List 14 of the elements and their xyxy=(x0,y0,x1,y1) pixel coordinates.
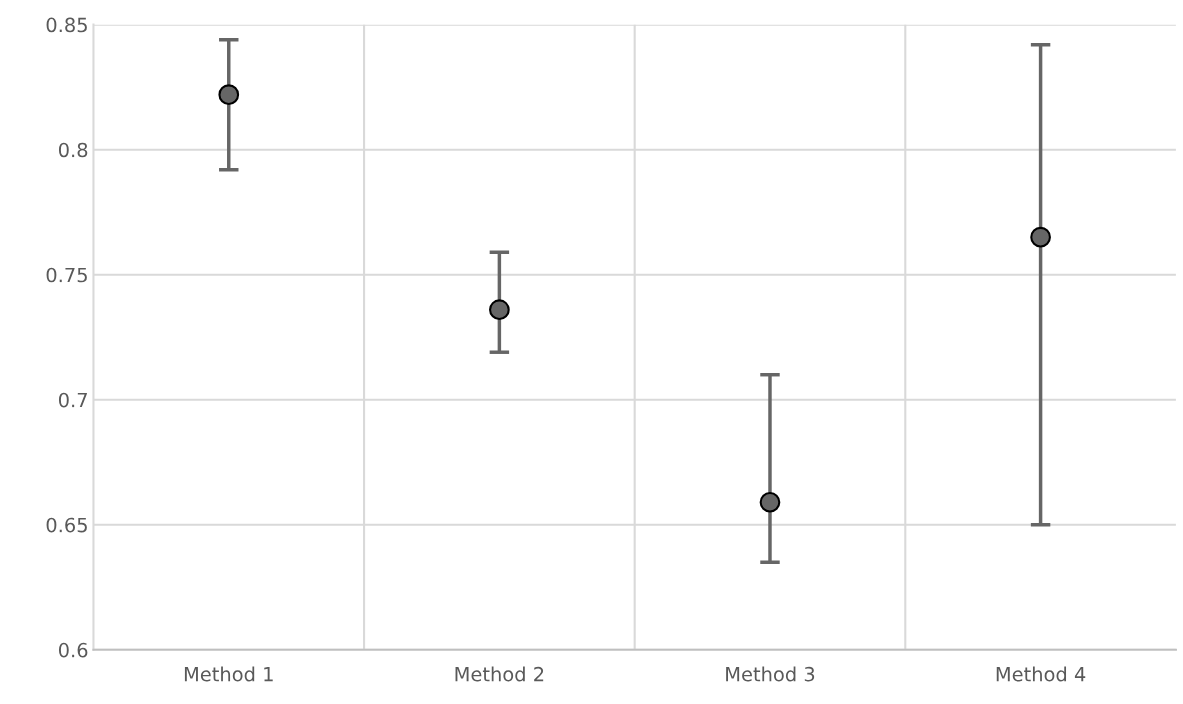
y-tick-label: 0.85 xyxy=(46,17,87,33)
point xyxy=(1030,226,1051,248)
point xyxy=(489,299,510,321)
x-tick-label: Method 2 xyxy=(455,666,544,682)
y-tick-label: 0.65 xyxy=(46,517,87,533)
point xyxy=(759,491,781,513)
y-tick-label: 0.75 xyxy=(46,267,87,283)
y-tick-label: 0.6 xyxy=(58,642,88,658)
x-tick-label: Method 4 xyxy=(996,666,1086,682)
x-tick-label: Method 3 xyxy=(726,666,815,682)
point xyxy=(218,84,240,106)
y-tick-label: 0.7 xyxy=(58,392,87,408)
x-tick-label: Method 1 xyxy=(184,666,273,682)
y-tick-label: 0.8 xyxy=(58,142,88,158)
